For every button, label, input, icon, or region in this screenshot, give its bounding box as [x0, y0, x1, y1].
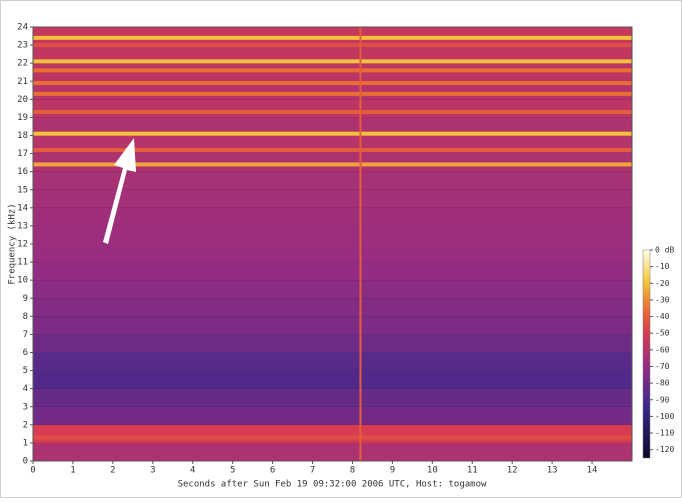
- tone-line: [33, 147, 632, 152]
- y-tick-label: 17: [17, 149, 28, 159]
- x-tick-label: 6: [270, 466, 275, 476]
- y-tick-label: 22: [17, 59, 28, 69]
- tone-line: [33, 59, 632, 64]
- colorbar: [642, 249, 651, 459]
- x-axis-label: Seconds after Sun Feb 19 09:32:00 2006 U…: [178, 480, 487, 490]
- y-tick-label: 10: [17, 276, 28, 286]
- y-tick-label: 18: [17, 131, 28, 141]
- y-tick-label: 1: [23, 438, 28, 448]
- x-tick-label: 9: [390, 466, 395, 476]
- band: [33, 334, 632, 353]
- y-tick-label: 0: [23, 457, 28, 467]
- tone-line: [33, 35, 632, 40]
- y-tick-label: 19: [17, 113, 28, 123]
- x-tick-label: 0: [30, 466, 35, 476]
- colorbar-tick-label: -50: [655, 329, 670, 338]
- x-tick-label: 8: [350, 466, 355, 476]
- x-tick-label: 13: [547, 466, 558, 476]
- tone-line: [33, 68, 632, 73]
- band: [33, 370, 632, 389]
- y-tick-label: 14: [17, 203, 28, 213]
- x-tick-label: 12: [507, 466, 518, 476]
- y-tick-label: 8: [23, 312, 28, 322]
- band: [33, 45, 632, 64]
- band: [33, 117, 632, 136]
- x-tick-label: 14: [587, 466, 598, 476]
- y-tick-label: 24: [17, 23, 28, 33]
- arrow: [103, 138, 136, 244]
- band: [33, 225, 632, 244]
- colorbar-tick-label: -120: [655, 445, 674, 454]
- tone-line: [33, 81, 632, 86]
- band: [33, 352, 632, 371]
- y-tick-label: 2: [23, 420, 28, 430]
- band: [33, 280, 632, 299]
- y-tick-label: 15: [17, 185, 28, 195]
- y-tick-label: 9: [23, 294, 28, 304]
- band: [33, 189, 632, 208]
- band: [33, 424, 632, 443]
- band: [33, 171, 632, 190]
- event-line: [359, 27, 362, 461]
- tone-line: [33, 435, 632, 440]
- tone-line: [33, 162, 632, 167]
- y-axis-label: Frequency (kHz): [8, 203, 18, 284]
- x-tick-label: 5: [230, 466, 235, 476]
- band: [33, 316, 632, 335]
- band: [33, 99, 632, 118]
- colorbar-tick-label: -30: [655, 295, 670, 304]
- y-tick-label: 5: [23, 366, 28, 376]
- colorbar-tick-label: -110: [655, 429, 674, 438]
- y-tick-label: 21: [17, 77, 28, 87]
- tone-line: [33, 131, 632, 136]
- band: [33, 262, 632, 281]
- y-tick-label: 6: [23, 348, 28, 358]
- tone-line: [33, 43, 632, 48]
- band: [33, 244, 632, 263]
- tone-line: [33, 109, 632, 114]
- y-tick-label: 20: [17, 95, 28, 105]
- colorbar-tick-label: -90: [655, 395, 670, 404]
- x-tick-label: 11: [467, 466, 478, 476]
- x-tick-label: 4: [190, 466, 195, 476]
- x-tick-label: 10: [427, 466, 438, 476]
- colorbar-tick-label: -100: [655, 412, 674, 421]
- colorbar-tick-label: -70: [655, 362, 670, 371]
- colorbar-tick-label: -10: [655, 262, 670, 271]
- band: [33, 406, 632, 425]
- x-tick-label: 3: [150, 466, 155, 476]
- x-tick-label: 1: [70, 466, 75, 476]
- x-tick-label: 7: [310, 466, 315, 476]
- band: [33, 298, 632, 317]
- y-tick-label: 11: [17, 258, 28, 268]
- tone-line: [33, 91, 632, 96]
- colorbar-tick-label: -60: [655, 345, 670, 354]
- y-tick-label: 7: [23, 330, 28, 340]
- band: [33, 207, 632, 226]
- y-tick-label: 12: [17, 240, 28, 250]
- band: [33, 442, 632, 461]
- y-tick-label: 3: [23, 402, 28, 412]
- y-tick-label: 23: [17, 41, 28, 51]
- colorbar-tick-label: 0 dB: [655, 246, 674, 255]
- x-tick-label: 2: [110, 466, 115, 476]
- y-tick-label: 16: [17, 167, 28, 177]
- y-tick-label: 4: [23, 384, 28, 394]
- colorbar-tick-label: -20: [655, 279, 670, 288]
- colorbar-tick-label: -40: [655, 312, 670, 321]
- y-tick-label: 13: [17, 221, 28, 231]
- band: [33, 388, 632, 407]
- colorbar-tick-label: -80: [655, 379, 670, 388]
